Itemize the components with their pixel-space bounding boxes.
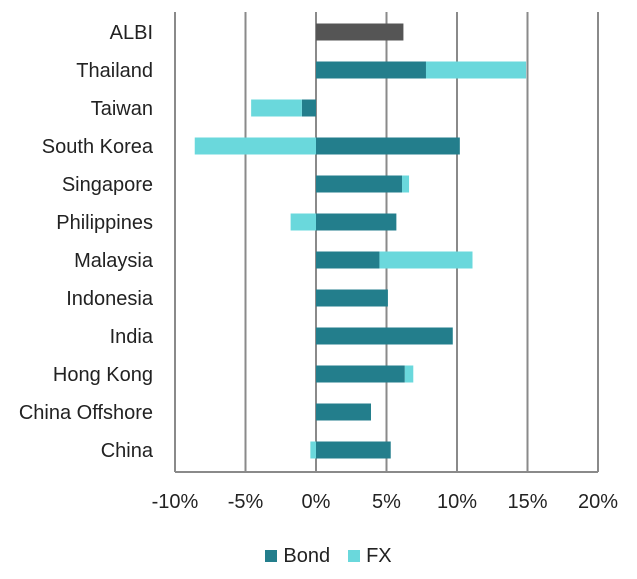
x-tick-label: 15% [507, 491, 547, 513]
bar-bond [301, 99, 316, 117]
bar-fx [404, 365, 414, 383]
bar-fx [251, 99, 302, 117]
category-label: Malaysia [74, 250, 154, 272]
x-tick-label: 20% [578, 491, 618, 513]
category-label: China [101, 440, 154, 462]
bar-fx [425, 61, 527, 79]
bar-fx [194, 137, 316, 155]
category-label: South Korea [42, 136, 154, 158]
x-tick-label: -5% [228, 491, 264, 513]
bar-bond [316, 403, 371, 421]
bar-fx [290, 213, 316, 231]
category-label: China Offshore [19, 402, 153, 424]
legend-item-fx: FX [348, 545, 392, 568]
bar-fx [310, 441, 316, 459]
x-tick-label: -10% [152, 491, 199, 513]
legend-label-fx: FX [366, 544, 392, 567]
bar-bond [316, 251, 380, 269]
bar-bond [316, 137, 460, 155]
x-tick-label: 0% [302, 491, 331, 513]
bar-bond [316, 289, 388, 307]
legend-label-bond: Bond [283, 544, 331, 567]
legend-swatch-fx [348, 550, 361, 562]
legend-item-bond: Bond [265, 545, 330, 568]
bar-bond [316, 213, 397, 231]
category-label: Singapore [62, 174, 153, 196]
category-label: Philippines [56, 212, 153, 234]
bar-fx [402, 175, 410, 193]
category-label: ALBI [110, 22, 153, 44]
category-label: Taiwan [91, 98, 153, 120]
bar-bond [316, 175, 403, 193]
legend: Bond FX [0, 541, 637, 571]
bar-bond [316, 365, 405, 383]
legend-swatch-bond [265, 550, 278, 562]
category-label: Indonesia [66, 288, 154, 310]
bar-bond [316, 327, 453, 345]
x-tick-label: 10% [437, 491, 477, 513]
bar-fx [379, 251, 473, 269]
bar-bond [316, 61, 426, 79]
bar-total [316, 23, 404, 41]
category-label: Thailand [76, 60, 153, 82]
category-label: Hong Kong [53, 364, 153, 386]
category-label: India [110, 326, 154, 348]
bar-bond [316, 441, 391, 459]
x-tick-label: 5% [372, 491, 401, 513]
